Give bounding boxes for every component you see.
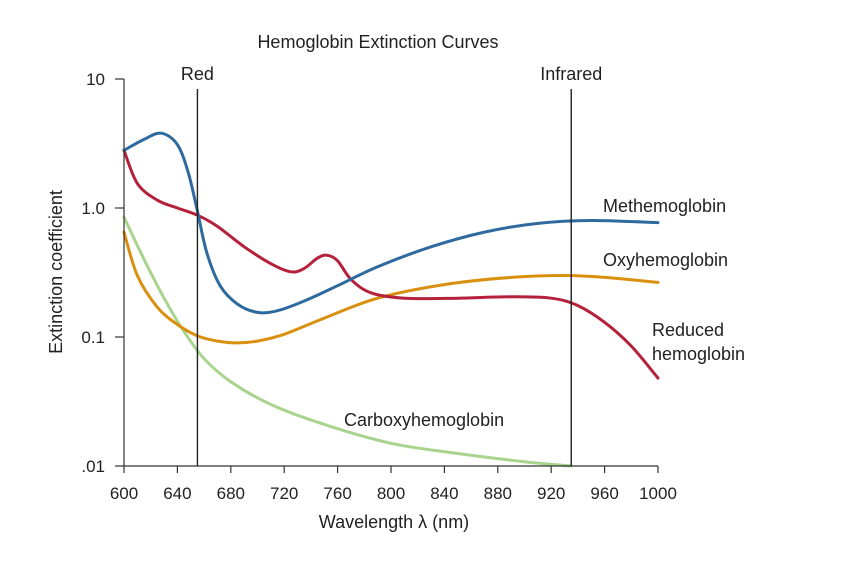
markers-layer: Red Infrared [181, 64, 602, 466]
series-line-carboxyhemoglobin [122, 215, 573, 468]
y-tick-label: 1.0 [81, 199, 105, 218]
x-tick-label: 960 [590, 484, 618, 503]
x-tick-label: 720 [270, 484, 298, 503]
series-line-methemoglobin [122, 131, 660, 315]
y-tick-label: 10 [86, 70, 105, 89]
series-line-reduced-hemoglobin [122, 148, 660, 380]
x-tick-label: 840 [430, 484, 458, 503]
x-ticks: 600 640 680 720 760 800 840 880 920 960 1000 [110, 466, 677, 503]
x-tick-label: 760 [323, 484, 351, 503]
y-ticks: .01 0.1 1.0 10 [81, 70, 124, 476]
y-axis-label: Extinction coefficient [46, 190, 66, 354]
x-axis-label: Wavelength λ (nm) [319, 512, 469, 532]
series-label-methemoglobin: Methemoglobin [603, 196, 726, 216]
series-labels: Methemoglobin Oxyhemoglobin Reduced hemoglo… [344, 196, 745, 430]
x-tick-label: 680 [217, 484, 245, 503]
marker-label-red: Red [181, 64, 214, 84]
marker-label-infrared: Infrared [540, 64, 602, 84]
y-tick-label: 0.1 [81, 328, 105, 347]
x-tick-label: 880 [484, 484, 512, 503]
series-line-oxyhemoglobin [122, 230, 660, 345]
series-label-carboxyhemoglobin: Carboxyhemoglobin [344, 410, 504, 430]
y-tick-label: .01 [81, 457, 105, 476]
series-label-oxyhemoglobin: Oxyhemoglobin [603, 250, 728, 270]
curves-layer [122, 131, 660, 468]
x-tick-label: 1000 [639, 484, 677, 503]
chart-title: Hemoglobin Extinction Curves [257, 32, 498, 52]
series-label-reduced-hemoglobin: Reduced hemoglobin [652, 320, 745, 364]
x-tick-label: 600 [110, 484, 138, 503]
x-tick-label: 920 [537, 484, 565, 503]
x-tick-label: 800 [377, 484, 405, 503]
x-tick-label: 640 [163, 484, 191, 503]
